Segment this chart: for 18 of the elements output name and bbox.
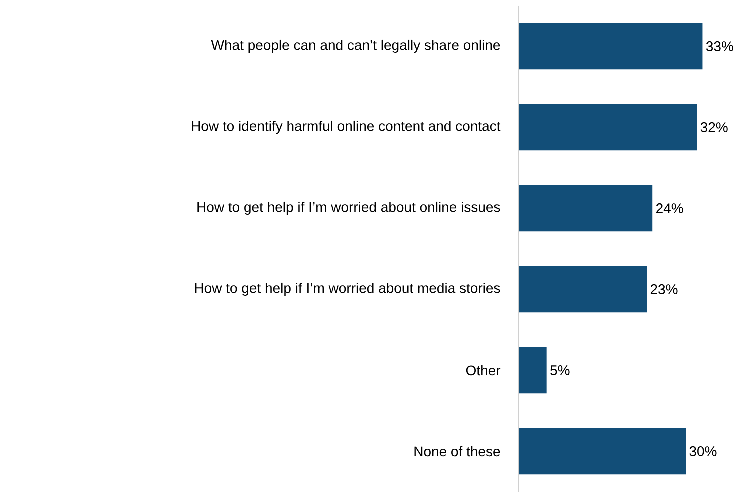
data-label: 23% (650, 284, 678, 294)
data-label: 30% (690, 446, 717, 456)
bar (518, 266, 648, 312)
bar (518, 347, 547, 394)
y-tick-label: None of these (414, 446, 500, 457)
bar (518, 428, 686, 474)
bar (518, 104, 698, 150)
bar (518, 185, 653, 232)
y-tick-label: How to identify harmful online content and contact (192, 120, 501, 134)
data-label: 32% (700, 122, 728, 132)
data-label: 33% (706, 41, 734, 52)
bar (518, 23, 703, 70)
y-tick-label: How to get help if I’m worried about online issues (198, 202, 500, 215)
y-tick-label: Other (466, 365, 501, 376)
data-label: 24% (656, 203, 684, 214)
data-label: 5% (550, 365, 570, 376)
y-tick-label: How to get help if I’m worried about media stories (195, 282, 500, 296)
y-tick-label: What people can and can’t legally share online (211, 40, 500, 53)
